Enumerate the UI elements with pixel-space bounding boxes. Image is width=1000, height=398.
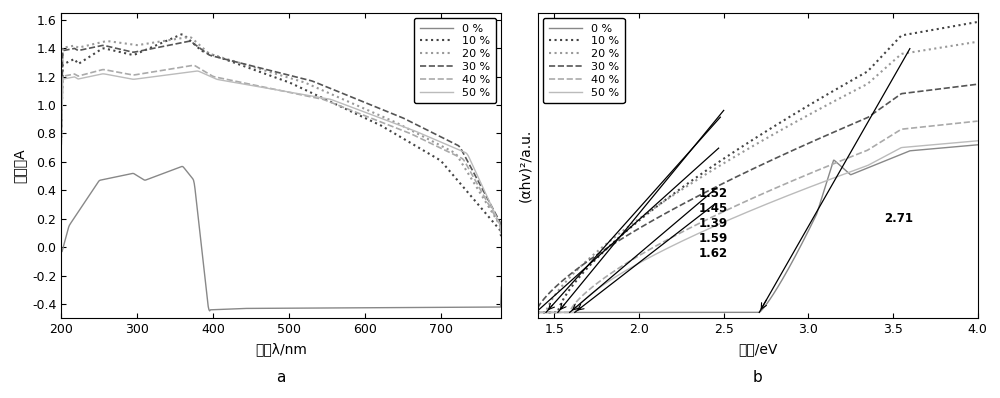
Text: b: b [753,371,762,385]
10 % [55,135,67,140]
0 % [204,308,216,313]
Text: a: a [277,371,286,385]
50 % [191,68,203,73]
40 % [255,84,267,89]
50 % [168,72,180,76]
20 % [387,119,399,124]
10 % [495,235,507,240]
10 % [315,95,327,100]
Line: 50 %: 50 % [61,71,501,234]
50 % [315,95,327,100]
40 % [133,72,145,76]
40 % [350,110,362,115]
Y-axis label: (αhv)²/a.u.: (αhv)²/a.u. [518,129,532,202]
Line: 0 %: 0 % [61,166,501,311]
20 % [315,88,327,92]
0 % [133,174,145,179]
50 % [350,106,362,111]
30 % [55,127,67,132]
0 % [388,305,400,310]
0 % [176,164,188,169]
0 % [316,306,328,310]
40 % [168,66,180,71]
X-axis label: 能量/eV: 能量/eV [738,342,777,356]
X-axis label: 波长λ/nm: 波长λ/nm [255,342,307,356]
30 % [183,39,195,44]
10 % [133,50,145,55]
0 % [256,306,268,311]
20 % [255,67,267,72]
10 % [350,111,362,116]
10 % [255,70,267,75]
30 % [133,49,145,54]
10 % [387,131,399,135]
40 % [495,232,507,237]
40 % [55,142,67,147]
30 % [387,111,399,116]
50 % [55,144,67,149]
Line: 30 %: 30 % [61,41,501,233]
20 % [183,35,195,39]
Y-axis label: 吸光度A: 吸光度A [12,148,26,183]
40 % [187,63,199,68]
Legend: 0 %, 10 %, 20 %, 30 %, 40 %, 50 %: 0 %, 10 %, 20 %, 30 %, 40 %, 50 % [543,18,625,103]
50 % [495,232,507,237]
Text: 2.71: 2.71 [884,213,913,225]
Text: 1.62: 1.62 [698,247,727,260]
30 % [350,96,362,101]
Line: 40 %: 40 % [61,65,501,234]
Text: 1.39: 1.39 [698,217,727,230]
30 % [315,82,327,87]
20 % [55,125,67,130]
Text: 1.59: 1.59 [698,232,728,245]
20 % [133,43,145,47]
0 % [168,167,180,172]
Legend: 0 %, 10 %, 20 %, 30 %, 40 %, 50 %: 0 %, 10 %, 20 %, 30 %, 40 %, 50 % [414,18,496,103]
20 % [495,232,507,237]
Text: 1.45: 1.45 [698,202,728,215]
10 % [176,32,188,37]
30 % [168,42,180,47]
50 % [387,121,399,125]
20 % [168,37,180,42]
0 % [351,305,363,310]
Line: 20 %: 20 % [61,37,501,234]
40 % [315,97,327,101]
50 % [255,85,267,90]
0 % [55,249,67,254]
10 % [168,35,180,40]
40 % [387,125,399,129]
Text: 1.52: 1.52 [698,187,727,200]
50 % [133,76,145,81]
0 % [495,285,507,289]
20 % [350,103,362,107]
30 % [495,230,507,235]
Line: 10 %: 10 % [61,34,501,237]
30 % [255,66,267,70]
